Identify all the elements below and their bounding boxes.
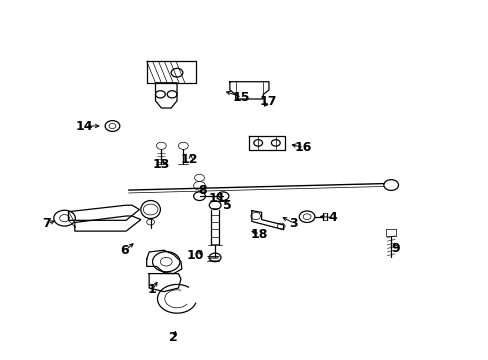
Text: 7: 7 <box>42 217 51 230</box>
Polygon shape <box>146 250 182 274</box>
Text: 17: 17 <box>259 95 276 108</box>
Text: 11: 11 <box>208 192 226 204</box>
Polygon shape <box>229 82 268 99</box>
Text: 12: 12 <box>181 153 198 166</box>
Text: 1: 1 <box>147 283 156 296</box>
Text: 6: 6 <box>120 244 129 257</box>
Polygon shape <box>75 216 141 231</box>
Text: 4: 4 <box>327 211 336 224</box>
Polygon shape <box>68 205 139 220</box>
Text: 5: 5 <box>223 199 231 212</box>
Text: 2: 2 <box>169 331 178 344</box>
Text: 13: 13 <box>152 158 170 171</box>
Polygon shape <box>146 61 195 83</box>
Text: 15: 15 <box>232 91 249 104</box>
Text: 18: 18 <box>250 228 267 240</box>
Text: 16: 16 <box>294 141 311 154</box>
Polygon shape <box>155 83 177 108</box>
Text: 9: 9 <box>391 242 400 255</box>
Text: 14: 14 <box>75 120 93 132</box>
Text: 10: 10 <box>186 249 204 262</box>
Text: 8: 8 <box>198 184 207 197</box>
Text: 3: 3 <box>288 217 297 230</box>
Polygon shape <box>149 274 181 292</box>
Polygon shape <box>249 136 284 150</box>
Polygon shape <box>251 211 283 230</box>
